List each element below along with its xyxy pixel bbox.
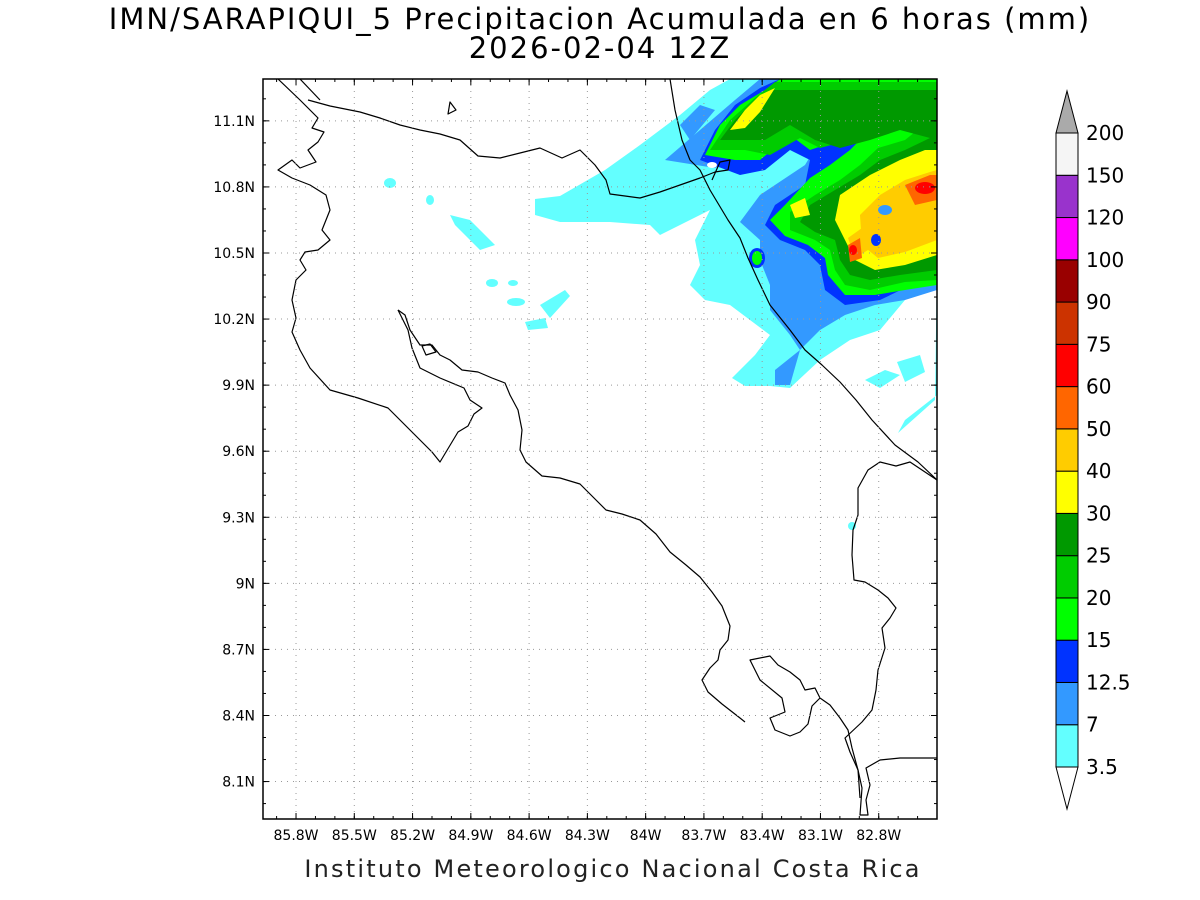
latitude-labels: 11.1N 10.8N 10.5N 10.2N 9.9N 9.6N 9.3N 9N 8.7N 8.… xyxy=(213,114,255,791)
colorbar-swatch xyxy=(1055,639,1079,683)
lon-label: 85.2W xyxy=(390,828,435,844)
colorbar-swatch xyxy=(1055,724,1079,768)
lat-label: 9.3N xyxy=(222,510,255,526)
coastline-borders xyxy=(277,79,937,816)
colorbar-label: 12.5 xyxy=(1086,670,1131,694)
lat-label: 8.4N xyxy=(222,708,255,724)
colorbar-under-arrow xyxy=(1055,766,1079,811)
colorbar-label: 20 xyxy=(1086,586,1111,610)
colorbar-label: 30 xyxy=(1086,501,1111,525)
footer-credit: Instituto Meteorologico Nacional Costa R… xyxy=(304,855,922,883)
colorbar-label: 40 xyxy=(1086,459,1111,483)
map-frame xyxy=(262,78,938,820)
colorbar-swatch xyxy=(1055,132,1079,176)
lon-label: 84.6W xyxy=(507,828,552,844)
lat-label: 11.1N xyxy=(213,114,255,130)
colorbar-label: 100 xyxy=(1086,248,1124,272)
longitude-labels: 85.8W 85.5W 85.2W 84.9W 84.6W 84.3W 84W 83.7W 83… xyxy=(274,828,902,844)
lon-label: 85.5W xyxy=(332,828,377,844)
map-subtitle-date: 2026-02-04 12Z xyxy=(468,31,732,65)
colorbar-label: 150 xyxy=(1086,163,1124,187)
lat-label: 10.8N xyxy=(213,180,255,196)
lat-label: 9.9N xyxy=(222,378,255,394)
colorbar-label: 60 xyxy=(1086,375,1111,399)
axis-ticks xyxy=(263,79,938,819)
colorbar-label: 50 xyxy=(1086,417,1111,441)
lat-label: 8.7N xyxy=(222,642,255,658)
colorbar-label: 3.5 xyxy=(1086,755,1118,779)
lat-lon-grid xyxy=(263,79,937,819)
lon-label: 83.7W xyxy=(681,828,726,844)
colorbar-label: 75 xyxy=(1086,332,1111,356)
lon-label: 82.8W xyxy=(856,828,901,844)
colorbar-swatch xyxy=(1055,217,1079,261)
colorbar-swatch xyxy=(1055,259,1079,303)
lat-label: 10.2N xyxy=(213,312,255,328)
colorbar-over-arrow xyxy=(1055,89,1079,134)
lat-label: 9.6N xyxy=(222,444,255,460)
lon-label: 85.8W xyxy=(274,828,319,844)
map-area xyxy=(263,79,937,819)
lon-label: 83.4W xyxy=(740,828,785,844)
colorbar-label: 120 xyxy=(1086,206,1124,230)
lat-label: 10.5N xyxy=(213,246,255,262)
colorbar-swatch xyxy=(1055,174,1079,219)
lon-label: 84.3W xyxy=(565,828,610,844)
lon-label: 83.1W xyxy=(798,828,843,844)
map-title: IMN/SARAPIQUI_5 Precipitacion Acumulada … xyxy=(108,2,1092,36)
colorbar-swatch xyxy=(1055,597,1079,641)
colorbar-label: 90 xyxy=(1086,290,1111,314)
colorbar-label: 200 xyxy=(1086,121,1124,145)
colorbar-label: 7 xyxy=(1086,713,1099,737)
colorbar-swatch xyxy=(1055,555,1079,599)
colorbar-label: 25 xyxy=(1086,544,1111,568)
lon-label: 84.9W xyxy=(448,828,493,844)
colorbar-swatch xyxy=(1055,470,1079,514)
lat-label: 9N xyxy=(236,576,255,592)
colorbar-swatch xyxy=(1055,301,1079,345)
colorbar-swatch xyxy=(1055,681,1079,726)
lat-label: 8.1N xyxy=(222,775,255,791)
colorbar-swatch xyxy=(1055,512,1079,557)
colorbar-label: 15 xyxy=(1086,628,1111,652)
colorbar: 3.5 7 12.5 15 20 25 30 40 50 60 75 90 100 120 150 200 xyxy=(1055,89,1131,811)
colorbar-swatch xyxy=(1055,386,1079,430)
lon-label: 84W xyxy=(630,828,662,844)
colorbar-swatch xyxy=(1055,343,1079,388)
colorbar-swatch xyxy=(1055,428,1079,472)
